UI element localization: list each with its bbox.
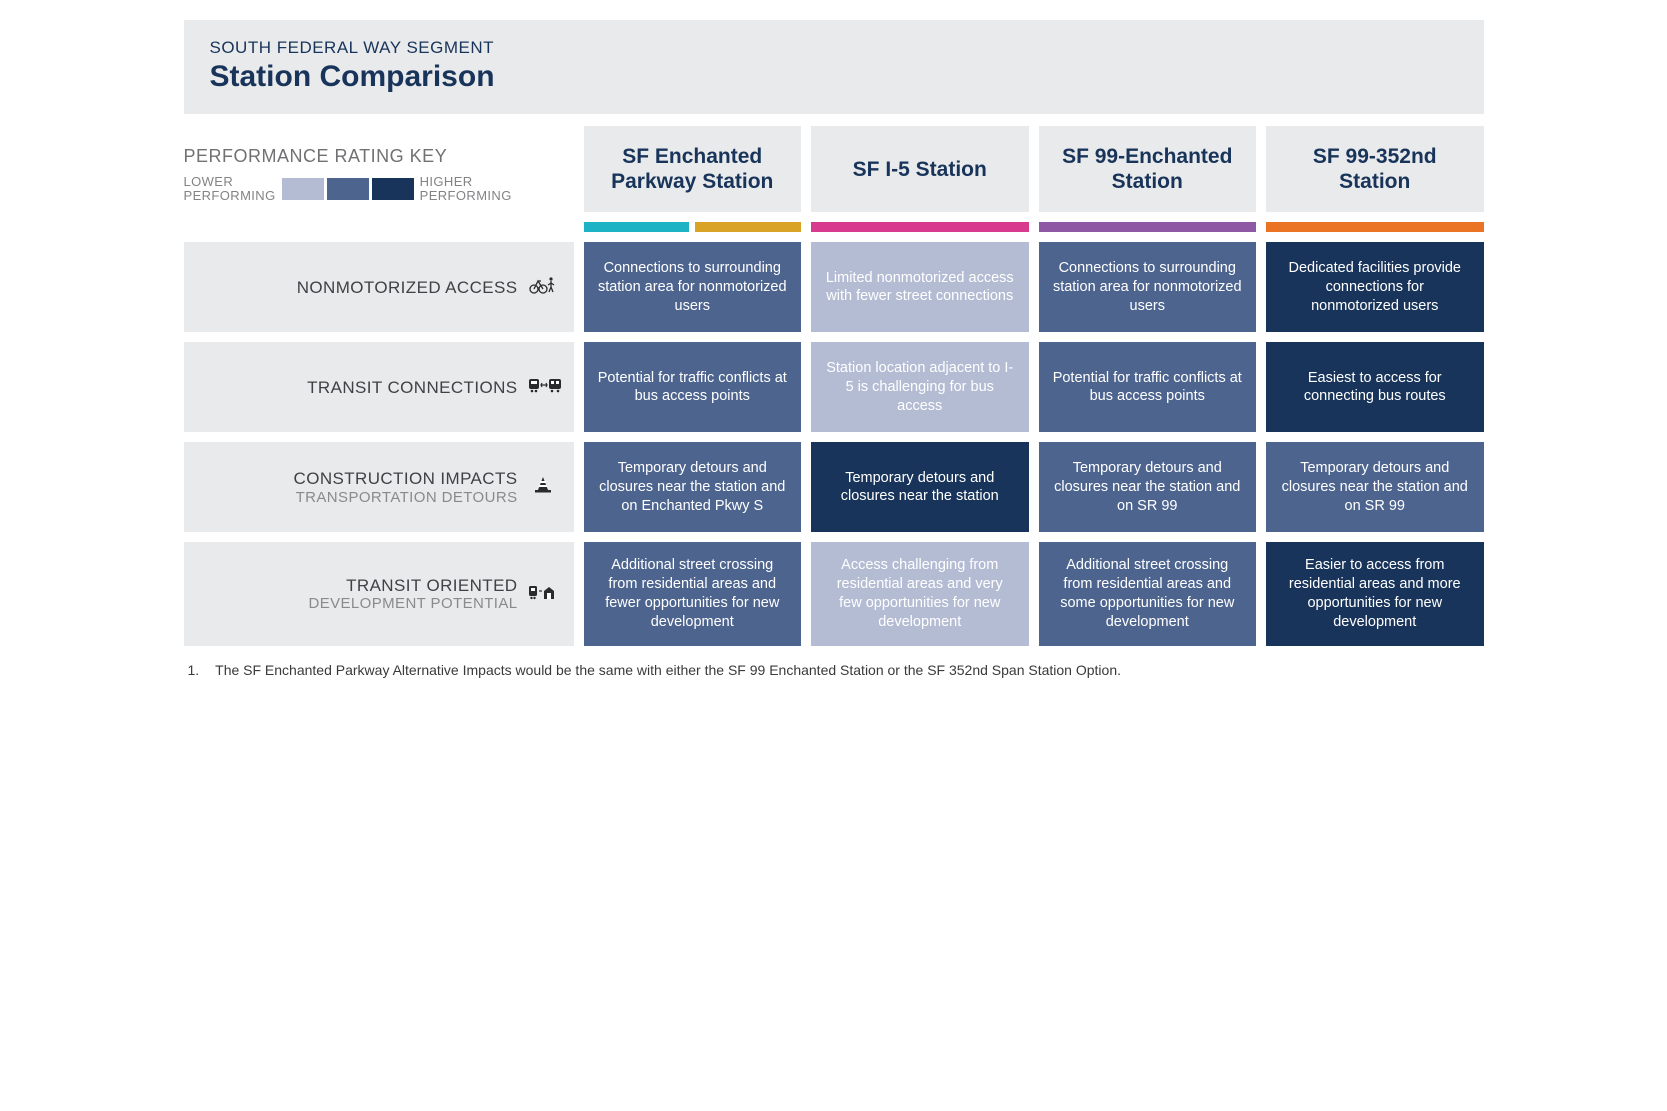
data-cell: Potential for traffic conflicts at bus a… bbox=[584, 342, 802, 432]
color-bars-1 bbox=[811, 222, 1029, 232]
data-cell: Connections to surrounding station area … bbox=[1039, 242, 1257, 332]
col-header-1: SF I-5 Station bbox=[811, 126, 1029, 212]
row-label-main: TRANSIT CONNECTIONS bbox=[307, 378, 517, 398]
data-cell: Temporary detours and closures near the … bbox=[811, 442, 1029, 532]
row-label: TRANSIT CONNECTIONS bbox=[184, 342, 574, 432]
row-label-sub: DEVELOPMENT POTENTIAL bbox=[308, 595, 517, 612]
column-color-bar bbox=[811, 222, 1029, 232]
row-label-sub: TRANSPORTATION DETOURS bbox=[294, 489, 518, 506]
data-cell: Additional street crossing from resident… bbox=[1039, 542, 1257, 645]
footnote-text: The SF Enchanted Parkway Alternative Imp… bbox=[215, 662, 1121, 678]
column-color-bar bbox=[1266, 222, 1484, 232]
data-cell: Additional street crossing from resident… bbox=[584, 542, 802, 645]
cone-icon bbox=[528, 476, 558, 499]
data-cell: Potential for traffic conflicts at bus a… bbox=[1039, 342, 1257, 432]
row-label-main: NONMOTORIZED ACCESS bbox=[297, 278, 518, 298]
rating-key: PERFORMANCE RATING KEY LOWER PERFORMING … bbox=[184, 126, 574, 212]
data-cell: Temporary detours and closures near the … bbox=[584, 442, 802, 532]
header-title: Station Comparison bbox=[210, 60, 1458, 94]
data-cell: Temporary detours and closures near the … bbox=[1039, 442, 1257, 532]
grid: PERFORMANCE RATING KEY LOWER PERFORMING … bbox=[184, 126, 1484, 646]
col-header-3: SF 99-352nd Station bbox=[1266, 126, 1484, 212]
data-cell: Dedicated facilities provide connections… bbox=[1266, 242, 1484, 332]
color-bars-3 bbox=[1266, 222, 1484, 232]
rating-key-lower-label: LOWER PERFORMING bbox=[184, 175, 276, 204]
col-header-0: SF Enchanted Parkway Station bbox=[584, 126, 802, 212]
row-label: CONSTRUCTION IMPACTSTRANSPORTATION DETOU… bbox=[184, 442, 574, 532]
data-cell: Easiest to access for connecting bus rou… bbox=[1266, 342, 1484, 432]
data-cell: Limited nonmotorized access with fewer s… bbox=[811, 242, 1029, 332]
rating-key-title: PERFORMANCE RATING KEY bbox=[184, 146, 564, 167]
column-color-bar bbox=[695, 222, 801, 232]
swatch-mid bbox=[327, 178, 369, 200]
rating-key-row: LOWER PERFORMING HIGHER PERFORMING bbox=[184, 175, 564, 204]
column-color-bar bbox=[1039, 222, 1257, 232]
color-bars-0 bbox=[584, 222, 802, 232]
empty bbox=[184, 222, 574, 232]
data-cell: Easier to access from residential areas … bbox=[1266, 542, 1484, 645]
col-header-2: SF 99-Enchanted Station bbox=[1039, 126, 1257, 212]
data-cell: Access challenging from residential area… bbox=[811, 542, 1029, 645]
swatch-low bbox=[282, 178, 324, 200]
swatch-high bbox=[372, 178, 414, 200]
rating-key-higher-label: HIGHER PERFORMING bbox=[420, 175, 512, 204]
data-cell: Temporary detours and closures near the … bbox=[1266, 442, 1484, 532]
rating-key-swatches bbox=[282, 178, 414, 200]
tod-icon bbox=[528, 583, 558, 606]
row-label-main: CONSTRUCTION IMPACTS bbox=[294, 469, 518, 489]
row-label: TRANSIT ORIENTEDDEVELOPMENT POTENTIAL bbox=[184, 542, 574, 645]
row-label: NONMOTORIZED ACCESS bbox=[184, 242, 574, 332]
bike-walk-icon bbox=[528, 276, 558, 299]
data-cell: Connections to surrounding station area … bbox=[584, 242, 802, 332]
column-color-bar bbox=[584, 222, 690, 232]
footnote-num: 1. bbox=[188, 662, 212, 678]
comparison-table: SOUTH FEDERAL WAY SEGMENT Station Compar… bbox=[184, 20, 1484, 678]
page-header: SOUTH FEDERAL WAY SEGMENT Station Compar… bbox=[184, 20, 1484, 114]
color-bars-2 bbox=[1039, 222, 1257, 232]
data-cell: Station location adjacent to I-5 is chal… bbox=[811, 342, 1029, 432]
train-bus-icon bbox=[528, 377, 558, 398]
footnote: 1. The SF Enchanted Parkway Alternative … bbox=[184, 662, 1484, 678]
header-subtitle: SOUTH FEDERAL WAY SEGMENT bbox=[210, 38, 1458, 58]
row-label-main: TRANSIT ORIENTED bbox=[308, 576, 517, 596]
